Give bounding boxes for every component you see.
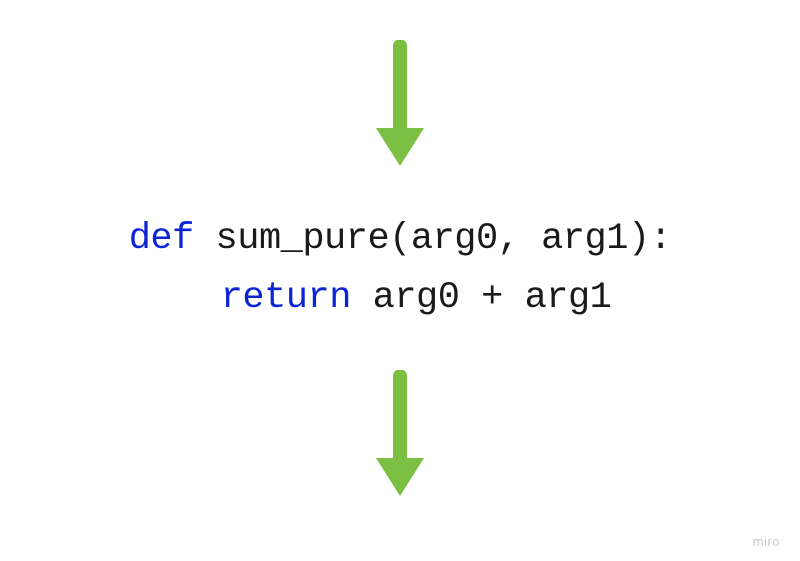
space: [351, 277, 373, 319]
arrow-head: [376, 458, 424, 496]
arrow-down-bottom: [370, 370, 430, 505]
return-expression: arg0 + arg1: [373, 277, 612, 319]
code-line-1: def sum_pure(arg0, arg1):: [129, 210, 672, 269]
code-line-2: return arg0 + arg1: [129, 269, 672, 328]
arrow-down-top: [370, 40, 430, 175]
keyword-return: return: [221, 277, 351, 319]
keyword-def: def: [129, 218, 194, 260]
space: [194, 218, 216, 260]
watermark: miro: [753, 534, 780, 549]
function-signature: sum_pure(arg0, arg1):: [216, 218, 672, 260]
arrow-head: [376, 128, 424, 166]
code-snippet: def sum_pure(arg0, arg1): return arg0 + …: [129, 210, 672, 328]
